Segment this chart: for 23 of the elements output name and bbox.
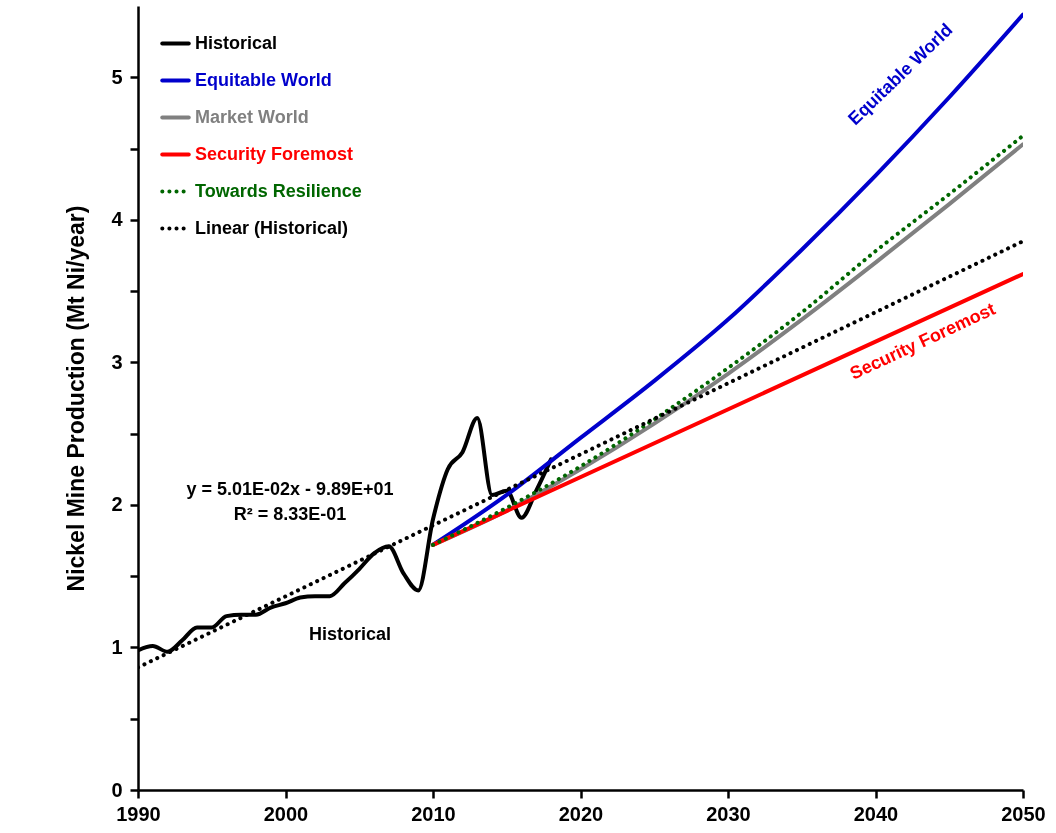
x-tick-label: 2030 xyxy=(706,802,751,825)
annotation: y = 5.01E-02x - 9.89E+01 xyxy=(186,479,394,499)
annotation: Historical xyxy=(308,624,392,644)
y-tick-label: 4 xyxy=(111,208,124,231)
y-tick-label: 5 xyxy=(111,65,123,88)
y-tick-label: 1 xyxy=(111,635,123,658)
y-tick-label: 0 xyxy=(111,778,123,801)
y-axis-title: Nickel Mine Production (Mt Ni/year) xyxy=(63,205,90,592)
legend-label: Linear (Historical) xyxy=(195,217,349,238)
x-tick-label: 1990 xyxy=(116,802,161,825)
legend-label: Equitable World xyxy=(195,69,332,90)
y-tick-label: 2 xyxy=(111,493,123,516)
legend-label: Historical xyxy=(195,32,278,53)
legend-label: Towards Resilience xyxy=(195,180,362,201)
x-tick-label: 2000 xyxy=(263,802,309,825)
annotation: R² = 8.33E-01 xyxy=(233,504,347,524)
x-tick-label: 2050 xyxy=(1001,802,1046,825)
x-tick-label: 2010 xyxy=(411,802,456,825)
legend-label: Market World xyxy=(195,106,309,127)
x-tick-label: 2020 xyxy=(558,802,604,825)
x-tick-label: 2040 xyxy=(853,802,899,825)
legend-label: Security Foremost xyxy=(195,143,354,164)
y-tick-label: 3 xyxy=(111,350,123,373)
